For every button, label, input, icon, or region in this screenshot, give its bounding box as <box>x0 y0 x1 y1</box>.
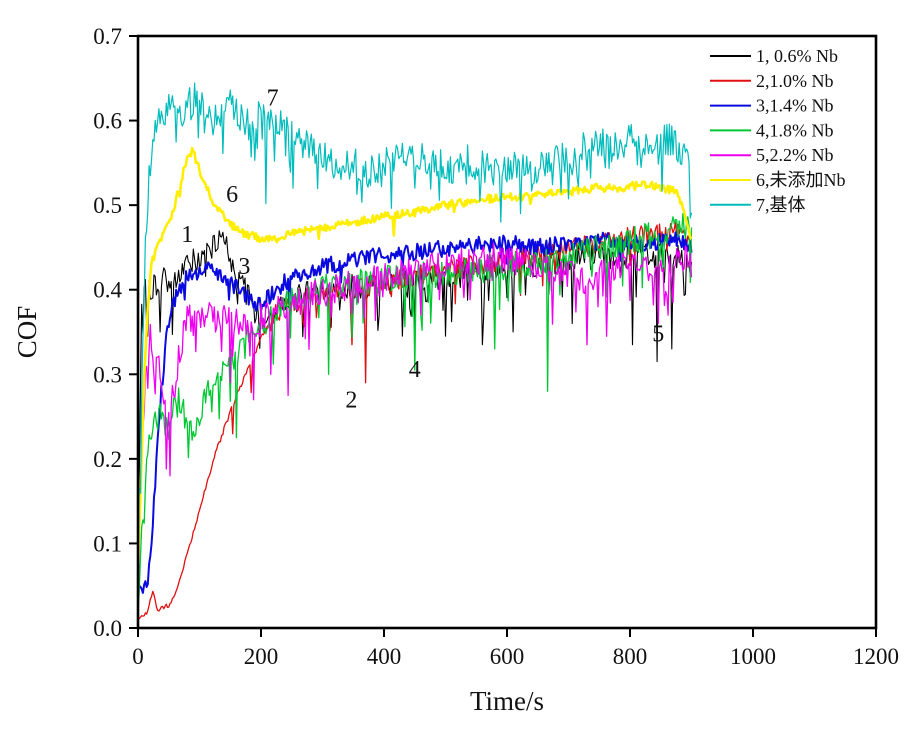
legend-label-3: 3,1.4% Nb <box>756 96 834 116</box>
axis-ticks: 0 200 400 600 800 1000 1200 0.0 0.1 0.2 0.3 0.4 0.5 0… <box>93 24 899 669</box>
series-curves <box>138 82 693 621</box>
legend-label-5: 5,2.2% Nb <box>756 145 834 165</box>
curve-annotations: 1 2 3 4 5 6 7 <box>181 86 664 414</box>
series-line-1 <box>138 230 693 621</box>
series-line-7 <box>138 82 693 571</box>
x-tick-label: 200 <box>244 644 279 669</box>
series-line-5 <box>138 242 693 600</box>
x-tick-label: 800 <box>613 644 648 669</box>
y-axis-label: COF <box>12 306 42 359</box>
curve-label-3: 3 <box>238 254 250 280</box>
curve-label-1: 1 <box>181 222 193 248</box>
legend-label-4: 4,1.8% Nb <box>756 120 834 140</box>
y-tick-label: 0.4 <box>93 278 122 303</box>
y-tick-label: 0.5 <box>93 193 122 218</box>
legend-label-1: 1, 0.6% Nb <box>756 46 838 66</box>
series-line-4 <box>138 212 693 612</box>
legend-label-6: 6,未添加Nb <box>756 170 846 190</box>
x-tick-label: 1200 <box>853 644 899 669</box>
curve-label-4: 4 <box>409 357 421 383</box>
y-tick-label: 0.0 <box>93 616 122 641</box>
curve-label-5: 5 <box>652 322 664 348</box>
x-tick-label: 400 <box>367 644 402 669</box>
x-axis-label: Time/s <box>470 686 544 716</box>
curve-label-6: 6 <box>226 182 238 208</box>
y-tick-label: 0.7 <box>93 24 122 49</box>
series-line-6 <box>138 146 693 565</box>
x-tick-label: 1000 <box>730 644 776 669</box>
y-tick-label: 0.2 <box>93 447 122 472</box>
y-tick-label: 0.6 <box>93 109 122 134</box>
series-line-3 <box>138 231 693 594</box>
legend-label-7: 7,基体 <box>756 195 806 215</box>
legend: 1, 0.6% Nb 2,1.0% Nb 3,1.4% Nb 4,1.8% Nb 5,2… <box>710 46 846 215</box>
y-tick-label: 0.1 <box>93 531 122 556</box>
plot-frame <box>136 34 878 630</box>
curve-label-7: 7 <box>267 86 279 112</box>
x-tick-label: 600 <box>490 644 525 669</box>
y-tick-label: 0.3 <box>93 362 122 387</box>
x-tick-label: 0 <box>132 644 144 669</box>
curve-label-2: 2 <box>345 388 357 414</box>
legend-label-2: 2,1.0% Nb <box>756 71 834 91</box>
